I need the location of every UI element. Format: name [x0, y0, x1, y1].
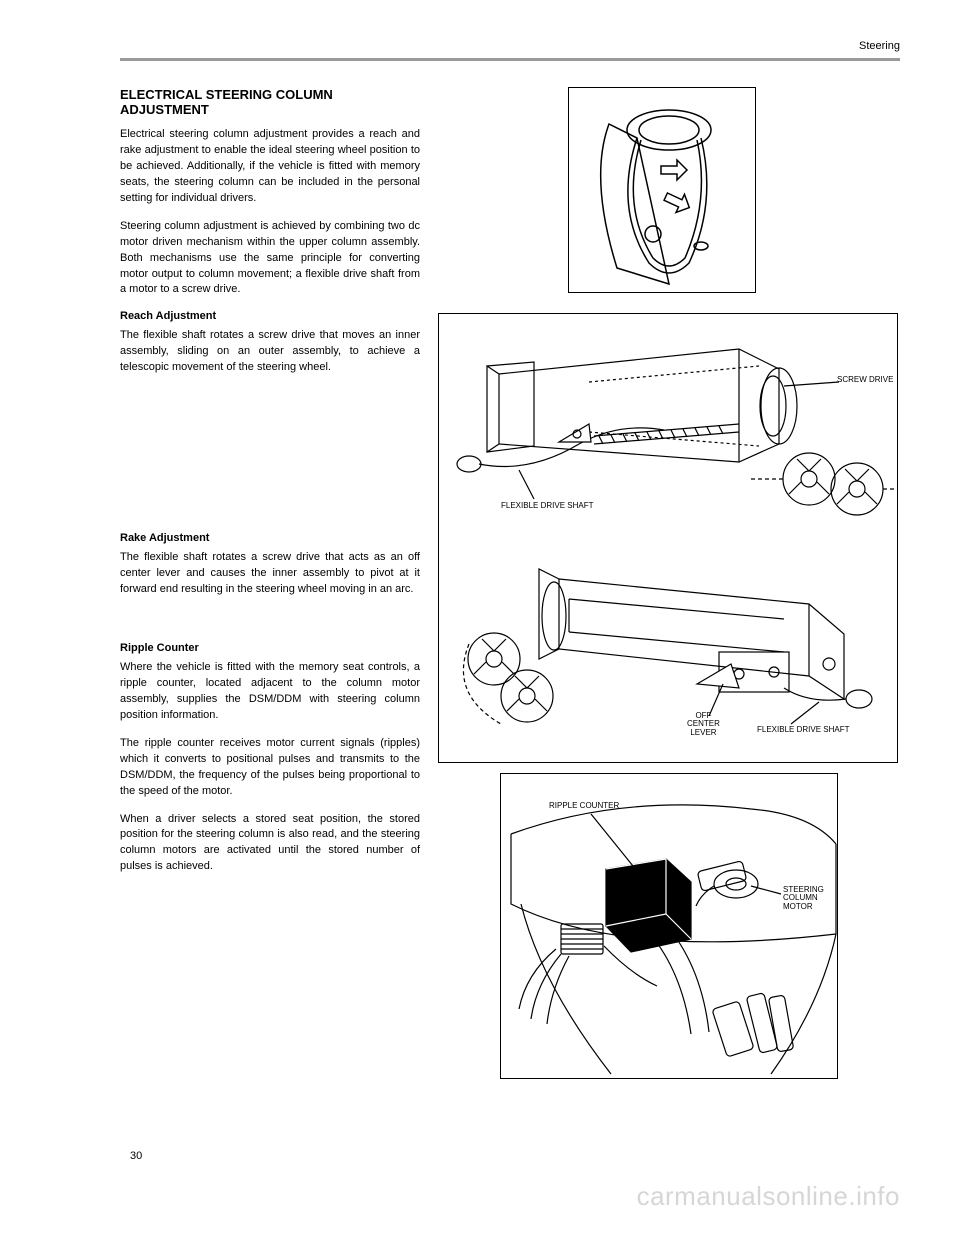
page-number: 30 [130, 1150, 142, 1162]
rake-para: The flexible shaft rotates a screw drive… [120, 550, 420, 598]
label-ripple-counter: RIPPLE COUNTER [549, 802, 619, 810]
intro-para-1: Electrical steering column adjustment pr… [120, 127, 420, 207]
section-title: ELECTRICAL STEERING COLUMN ADJUSTMENT [120, 87, 420, 117]
label-screw-drive: SCREW DRIVE [837, 376, 893, 384]
label-steering-col-motor: STEERING COLUMN MOTOR [783, 886, 824, 911]
label-flex-shaft-2: FLEXIBLE DRIVE SHAFT [757, 726, 849, 734]
subhead-reach: Reach Adjustment [120, 310, 420, 322]
label-flex-shaft-1: FLEXIBLE DRIVE SHAFT [501, 502, 593, 510]
watermark: carmanualsonline.info [637, 1181, 900, 1212]
ripple-para-3: When a driver selects a stored seat posi… [120, 812, 420, 876]
intro-para-2: Steering column adjustment is achieved b… [120, 219, 420, 299]
mechanism-illustration-icon [439, 314, 898, 763]
figure-ripple-counter: RIPPLE COUNTER STEERING COLUMN MOTOR [500, 773, 838, 1079]
figure-mechanisms: SCREW DRIVE FLEXIBLE DRIVE SHAFT OFF CEN… [438, 313, 898, 763]
ripple-para-1: Where the vehicle is fitted with the mem… [120, 660, 420, 724]
page-header: Steering [120, 40, 900, 52]
figure-keyfob [568, 87, 756, 293]
ripple-para-2: The ripple counter receives motor curren… [120, 736, 420, 800]
keyfob-illustration-icon [569, 88, 756, 293]
content-columns: ELECTRICAL STEERING COLUMN ADJUSTMENT El… [120, 87, 900, 1089]
right-column: SCREW DRIVE FLEXIBLE DRIVE SHAFT OFF CEN… [438, 87, 900, 1089]
left-column: ELECTRICAL STEERING COLUMN ADJUSTMENT El… [120, 87, 420, 1089]
reach-para: The flexible shaft rotates a screw drive… [120, 328, 420, 376]
subhead-rake: Rake Adjustment [120, 532, 420, 544]
header-rule [120, 58, 900, 61]
header-right: Steering [859, 40, 900, 52]
label-off-center-lever: OFF CENTER LEVER [687, 712, 720, 737]
ripple-illustration-icon [501, 774, 838, 1079]
subhead-ripple: Ripple Counter [120, 642, 420, 654]
